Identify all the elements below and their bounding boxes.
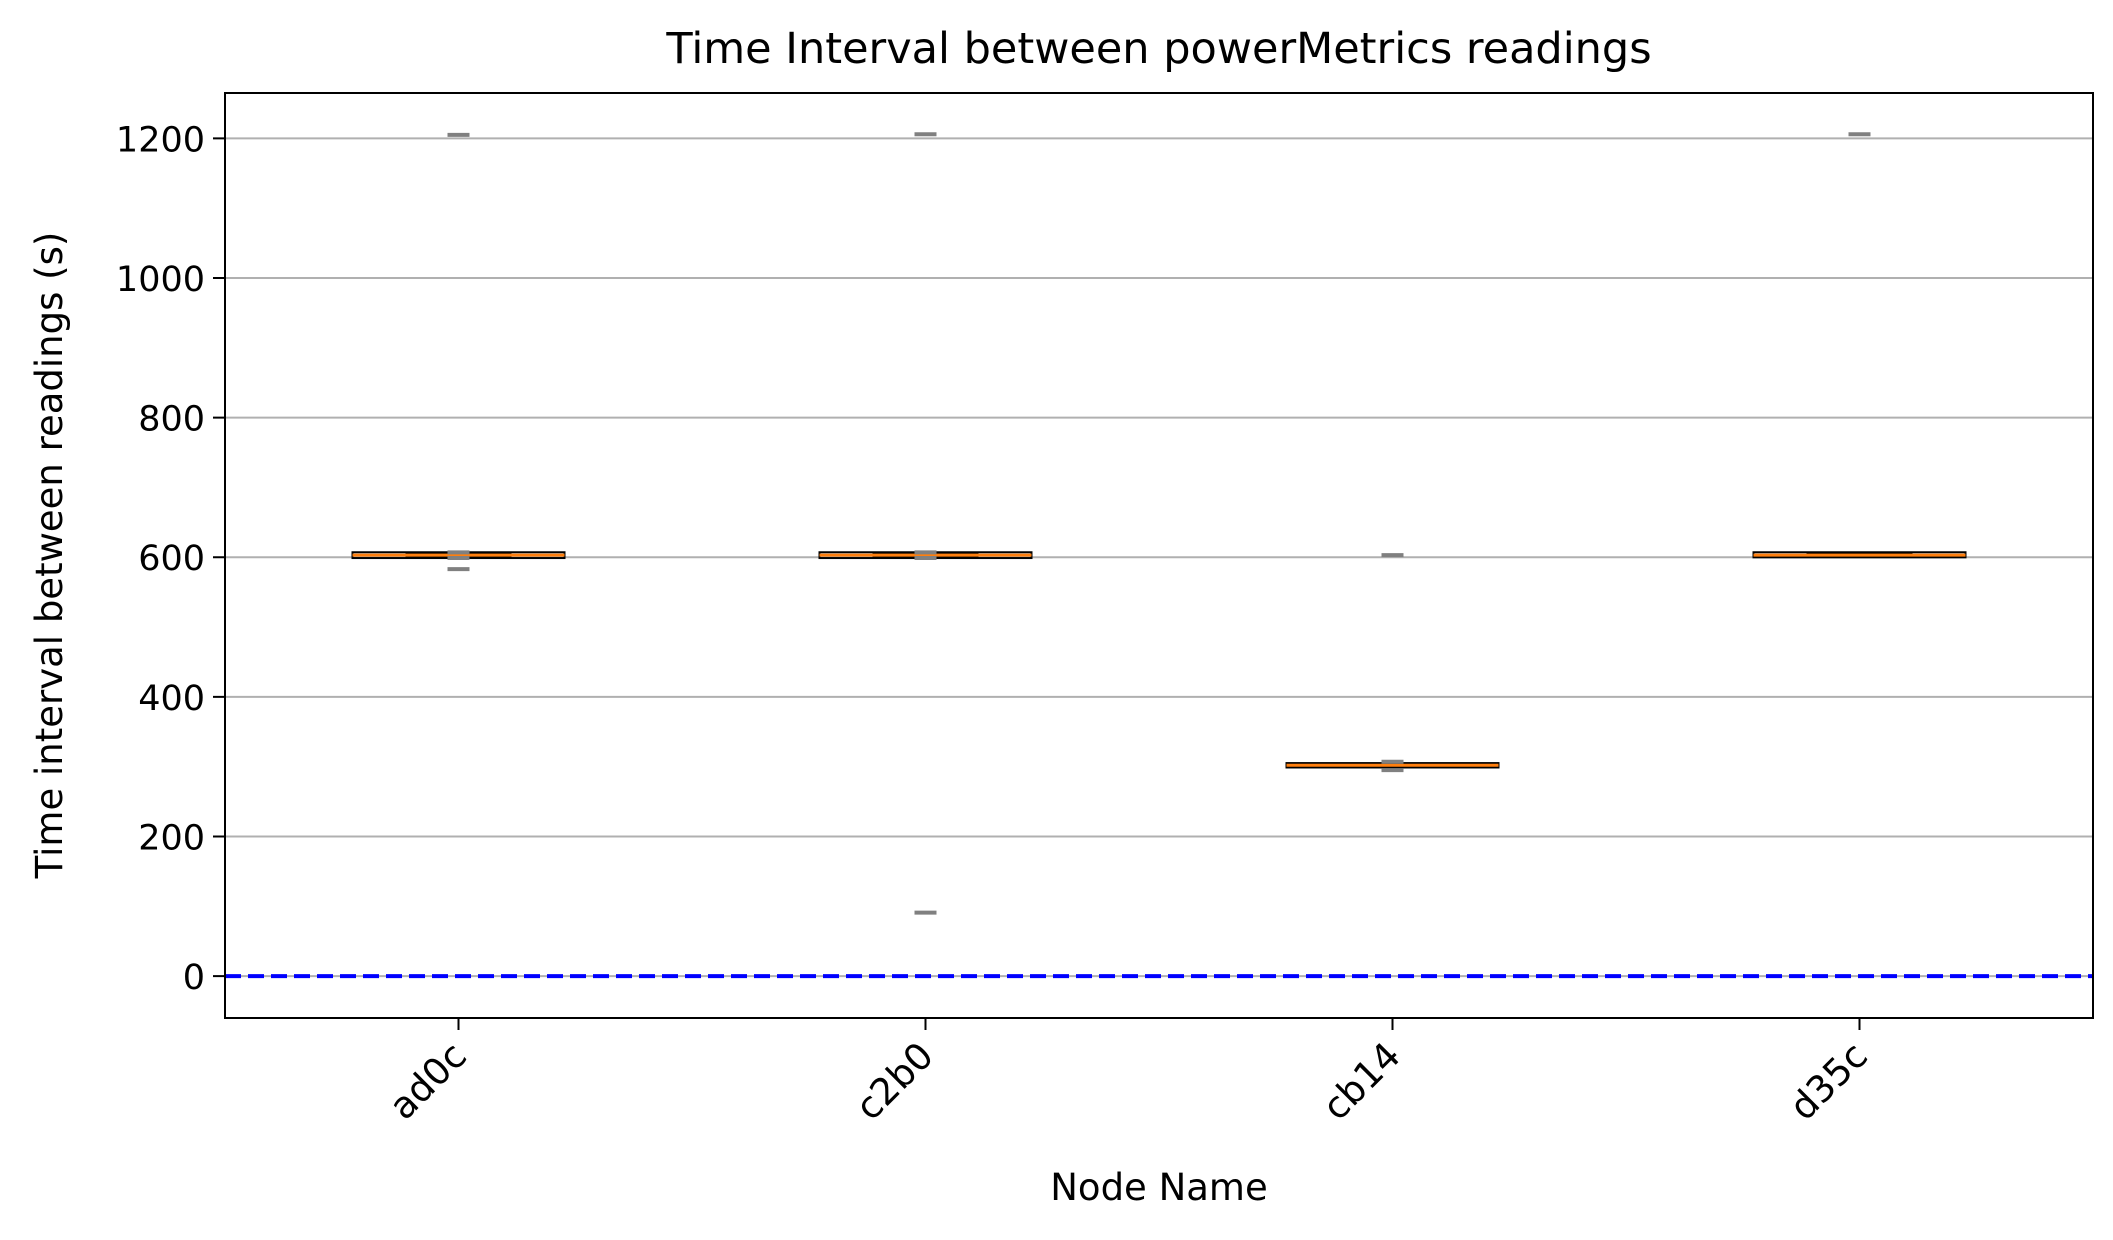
ytick-label-400: 400 [138, 679, 205, 719]
y-axis-ticks: 0 200 400 600 800 1000 1200 [116, 120, 225, 998]
y-axis-label: Time interval between readings (s) [28, 232, 71, 880]
ytick-label-1200: 1200 [116, 120, 205, 160]
ytick-label-0: 0 [183, 958, 205, 998]
outliers-layer [447, 132, 1871, 915]
ytick-label-1000: 1000 [116, 260, 205, 300]
ytick-label-800: 800 [138, 400, 205, 440]
ytick-label-600: 600 [138, 539, 205, 579]
chart-title: Time Interval between powerMetrics readi… [665, 24, 1651, 74]
plot-frame [224, 92, 2094, 1019]
ytick-label-200: 200 [138, 818, 205, 858]
box-d35c [1752, 551, 1967, 559]
x-axis-label: Node Name [1050, 1166, 1267, 1209]
